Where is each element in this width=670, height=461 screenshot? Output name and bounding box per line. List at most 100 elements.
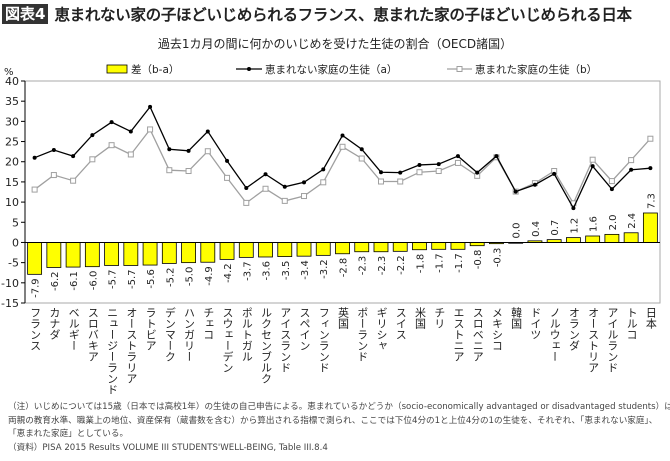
y-tick-label: 20: [5, 156, 19, 169]
x-tick-label: メキシコ: [490, 307, 504, 351]
point-b: [589, 156, 596, 163]
point-a: [148, 104, 153, 109]
bar-value-label: 2.4: [627, 213, 638, 229]
x-tick-label: フィンランド: [317, 307, 331, 373]
chart-title: 過去1カ月の間に何かのいじめを受けた生徒の割合（OECD諸国）: [157, 37, 513, 51]
bar-value-label: -4.2: [223, 263, 234, 283]
x-tick-label: 英国: [336, 307, 350, 329]
bar-value-label: -1.7: [435, 253, 446, 273]
point-b: [454, 159, 461, 166]
point-b: [224, 174, 231, 181]
y-tick-label: -10: [1, 277, 19, 290]
bar-value-label: -3.2: [319, 259, 330, 279]
point-a: [321, 167, 326, 172]
bar-value-label: 0.7: [550, 220, 561, 236]
point-a: [532, 182, 537, 187]
bar-value-label: -5.6: [146, 269, 157, 289]
point-a: [282, 184, 287, 189]
x-tick-label: スイス: [394, 307, 408, 340]
legend-label-b: 恵まれた家庭の生徒（b）: [475, 63, 597, 76]
bar-value-label: 7.3: [646, 193, 657, 209]
bar: [296, 242, 312, 257]
bar: [200, 242, 216, 263]
bar-value-label: 1.2: [569, 218, 580, 234]
point-a: [398, 170, 403, 175]
note-line: 「恵まれた家庭」としている。: [8, 429, 129, 439]
bar: [566, 237, 581, 243]
bar: [335, 242, 350, 255]
point-b: [70, 177, 77, 184]
point-a: [648, 166, 653, 171]
x-tick-label: オーストラリア: [124, 307, 138, 384]
point-a: [359, 147, 364, 152]
note-line: 両親の教育水準、職業上の地位、資産保有（蔵書数を含む）から算出される指標で測られ…: [8, 415, 658, 426]
bar-value-label: -6.2: [50, 271, 61, 291]
x-tick-label: フランス: [28, 307, 42, 351]
x-tick-label: ギリシャ: [374, 307, 388, 351]
point-a: [455, 154, 460, 159]
legend-label-bar: 差（b-a）: [131, 63, 179, 76]
bar: [104, 242, 119, 266]
bar-value-label: -5.0: [185, 267, 196, 287]
bar: [315, 242, 331, 256]
legend-label-a: 恵まれない家庭の生徒（a）: [265, 63, 397, 76]
y-tick-label: 15: [5, 176, 19, 189]
bar-value-label: -7.9: [31, 278, 42, 298]
point-b: [320, 179, 327, 186]
bar: [258, 242, 273, 258]
notes: （注）いじめについては15歳（日本では高校1年）の生徒の自己申告による。恵まれて…: [8, 401, 670, 455]
bar: [277, 242, 293, 257]
x-tick-label: 米国: [413, 307, 427, 329]
bar-value-label: -5.7: [127, 269, 138, 289]
bar-value-label: -2.3: [377, 256, 388, 276]
figure-title: 恵まれない家の子ほどいじめられるフランス、恵まれた家の子ほどいじめられる日本: [54, 6, 632, 24]
bar: [219, 242, 235, 260]
bar: [142, 242, 158, 266]
figure-badge: 図表4: [2, 4, 49, 24]
point-a: [302, 180, 307, 185]
point-a: [629, 167, 634, 172]
x-tick-label: カナダ: [47, 307, 61, 340]
bar-value-label: -3.6: [262, 261, 273, 281]
point-b: [185, 168, 192, 175]
point-a: [128, 129, 133, 134]
bar-value-label: -0.3: [492, 248, 503, 268]
point-a: [71, 154, 76, 159]
point-a: [378, 170, 383, 175]
point-b: [204, 148, 211, 155]
point-b: [339, 143, 346, 150]
point-a: [340, 133, 345, 138]
x-tick-label: ルクセンブルク: [259, 307, 273, 384]
x-tick-label: ニュージーランド: [105, 307, 119, 395]
point-b: [50, 172, 57, 179]
point-b: [416, 169, 423, 176]
x-tick-label: チリ: [432, 307, 446, 329]
y-tick-label: 5: [12, 216, 19, 229]
source-line: （資料）PISA 2015 Results VOLUME III STUDENT…: [8, 442, 328, 453]
x-tick-label: アイルランド: [605, 307, 619, 373]
bar-value-label: -2.2: [396, 255, 407, 275]
x-tick-label: オーストリア: [586, 307, 600, 373]
bar: [373, 242, 389, 253]
x-tick-label: ノルウェー: [548, 307, 562, 362]
legend-swatch-bar: [106, 64, 128, 74]
bar-value-label: -6.0: [88, 271, 99, 291]
chart: % -15 -10 -5 0 5 10 15 20 25 30 35 40 -7.9 -6.2 -6.1 -6.…: [1, 63, 661, 310]
x-tick-label: ポルトガル: [240, 307, 254, 362]
bar: [181, 242, 196, 264]
bar: [450, 242, 466, 250]
point-b: [281, 197, 288, 204]
y-tick-label: -15: [1, 297, 19, 310]
bar: [431, 242, 447, 250]
point-a: [263, 172, 268, 177]
point-b: [647, 135, 654, 142]
x-tick-label: ラトビア: [144, 307, 158, 351]
point-a: [436, 162, 441, 167]
x-tick-label: オランダ: [567, 307, 581, 351]
x-tick-label: チェコ: [201, 307, 215, 340]
point-a: [32, 155, 37, 160]
bar: [585, 235, 601, 243]
bar: [27, 242, 43, 275]
bar: [84, 242, 100, 268]
point-b: [127, 151, 134, 158]
